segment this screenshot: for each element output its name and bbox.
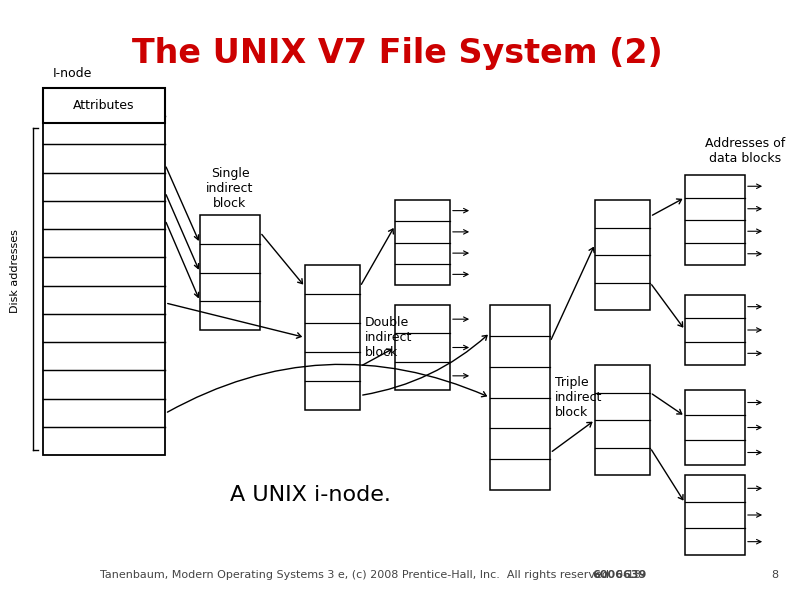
- Bar: [685, 390, 745, 465]
- Text: I-node: I-node: [53, 67, 92, 80]
- Bar: [395, 200, 450, 285]
- Bar: [43, 88, 165, 455]
- Text: Single
indirect
block: Single indirect block: [206, 167, 254, 210]
- Text: 8: 8: [772, 570, 779, 580]
- Bar: [595, 200, 650, 310]
- Text: A UNIX i-node.: A UNIX i-node.: [229, 485, 391, 505]
- Bar: [685, 175, 745, 265]
- Text: The UNIX V7 File System (2): The UNIX V7 File System (2): [132, 37, 662, 70]
- Bar: [685, 475, 745, 555]
- Bar: [200, 215, 260, 330]
- Text: Double
indirect
block: Double indirect block: [365, 316, 412, 359]
- Bar: [490, 305, 550, 490]
- Text: Disk addresses: Disk addresses: [10, 230, 20, 314]
- Bar: [395, 305, 450, 390]
- Bar: [305, 265, 360, 410]
- Text: Tanenbaum, Modern Operating Systems 3 e, (c) 2008 Prentice-Hall, Inc.  All right: Tanenbaum, Modern Operating Systems 3 e,…: [100, 570, 645, 580]
- Bar: [595, 365, 650, 475]
- Bar: [43, 88, 165, 123]
- Text: Attributes: Attributes: [73, 99, 135, 112]
- Text: 6006639: 6006639: [592, 570, 646, 580]
- Bar: [685, 295, 745, 365]
- Text: Addresses of
data blocks: Addresses of data blocks: [705, 137, 785, 165]
- Text: Triple
indirect
block: Triple indirect block: [555, 376, 603, 419]
